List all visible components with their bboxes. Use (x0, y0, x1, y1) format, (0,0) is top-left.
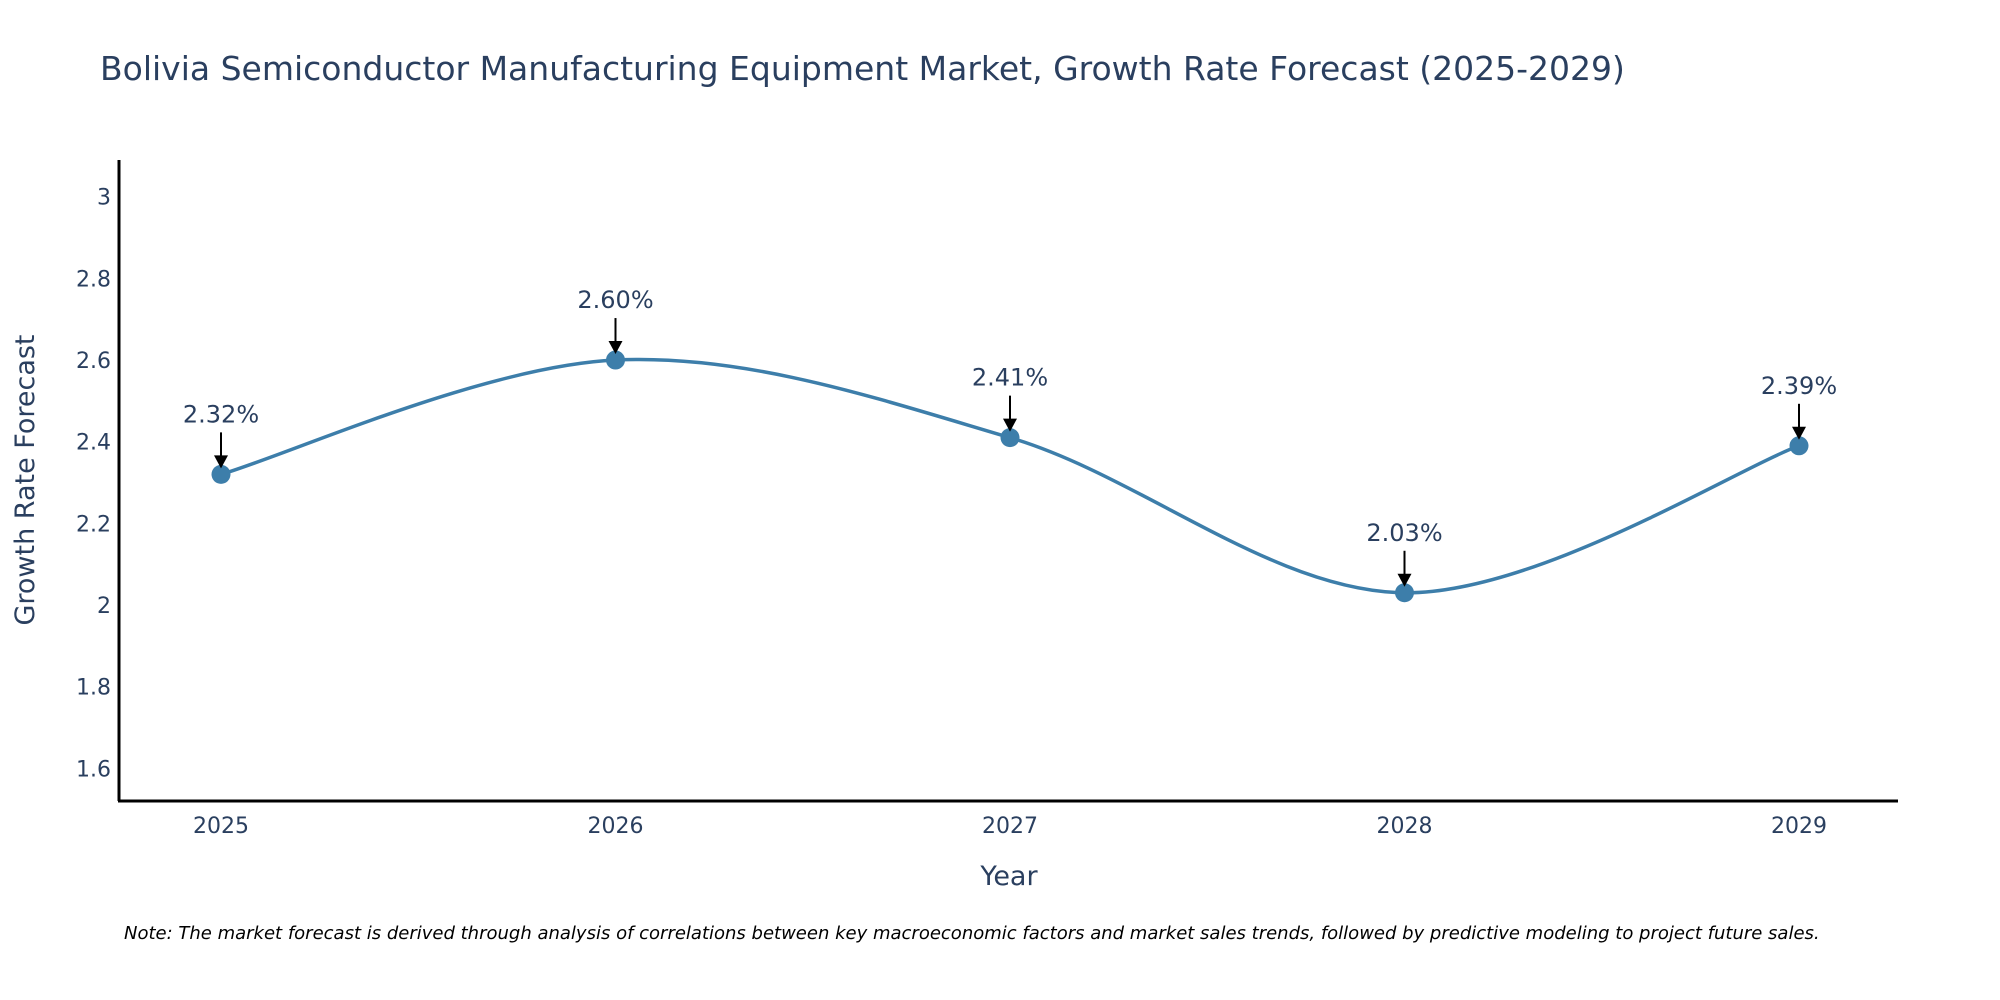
y-tick-label: 2.6 (76, 349, 111, 374)
y-tick-label: 2.4 (76, 431, 111, 456)
series-line (220, 357, 1800, 595)
chart-title: Bolivia Semiconductor Manufacturing Equi… (100, 49, 1625, 88)
data-point (211, 464, 231, 484)
annotation-arrowhead (1003, 418, 1017, 432)
data-label: 2.60% (577, 286, 653, 314)
y-tick-label: 2 (97, 594, 111, 619)
x-axis-title: Year (979, 861, 1038, 892)
data-point (1000, 428, 1020, 448)
y-tick-label: 1.6 (76, 757, 111, 782)
x-tick-label: 2027 (982, 814, 1038, 839)
data-point (1395, 583, 1414, 603)
y-tick-label: 3 (97, 186, 111, 211)
x-tick-label: 2029 (1771, 814, 1827, 839)
data-label: 2.41% (972, 364, 1048, 392)
annotation-arrowhead (608, 341, 623, 355)
data-markers (211, 350, 1809, 603)
x-tick-label: 2026 (588, 814, 644, 839)
x-tick-label: 2028 (1377, 814, 1433, 839)
data-label: 2.32% (183, 400, 259, 428)
y-tick-label: 1.8 (76, 676, 111, 701)
footnote: Note: The market forecast is derived thr… (124, 923, 1820, 944)
annotation-arrowhead (214, 455, 228, 469)
data-label: 2.39% (1761, 372, 1837, 400)
data-annotations: 2.32% 2.60% 2.41% 2.03% 2.39% (183, 286, 1837, 587)
y-tick-label: 2.8 (76, 267, 111, 292)
y-axis-ticks: 1.6 1.8 2 2.2 2.4 2.6 2.8 3 (76, 186, 111, 783)
annotation-arrowhead (1792, 426, 1806, 440)
annotation-arrowhead (1397, 573, 1412, 587)
x-axis-ticks: 2025 2026 2027 2028 2029 (193, 814, 1827, 839)
x-tick-label: 2025 (193, 814, 249, 839)
y-tick-label: 2.2 (76, 512, 111, 537)
data-label: 2.03% (1366, 519, 1442, 547)
y-axis-title: Growth Rate Forecast (10, 334, 41, 625)
data-point (1789, 436, 1809, 456)
data-point (606, 350, 625, 370)
